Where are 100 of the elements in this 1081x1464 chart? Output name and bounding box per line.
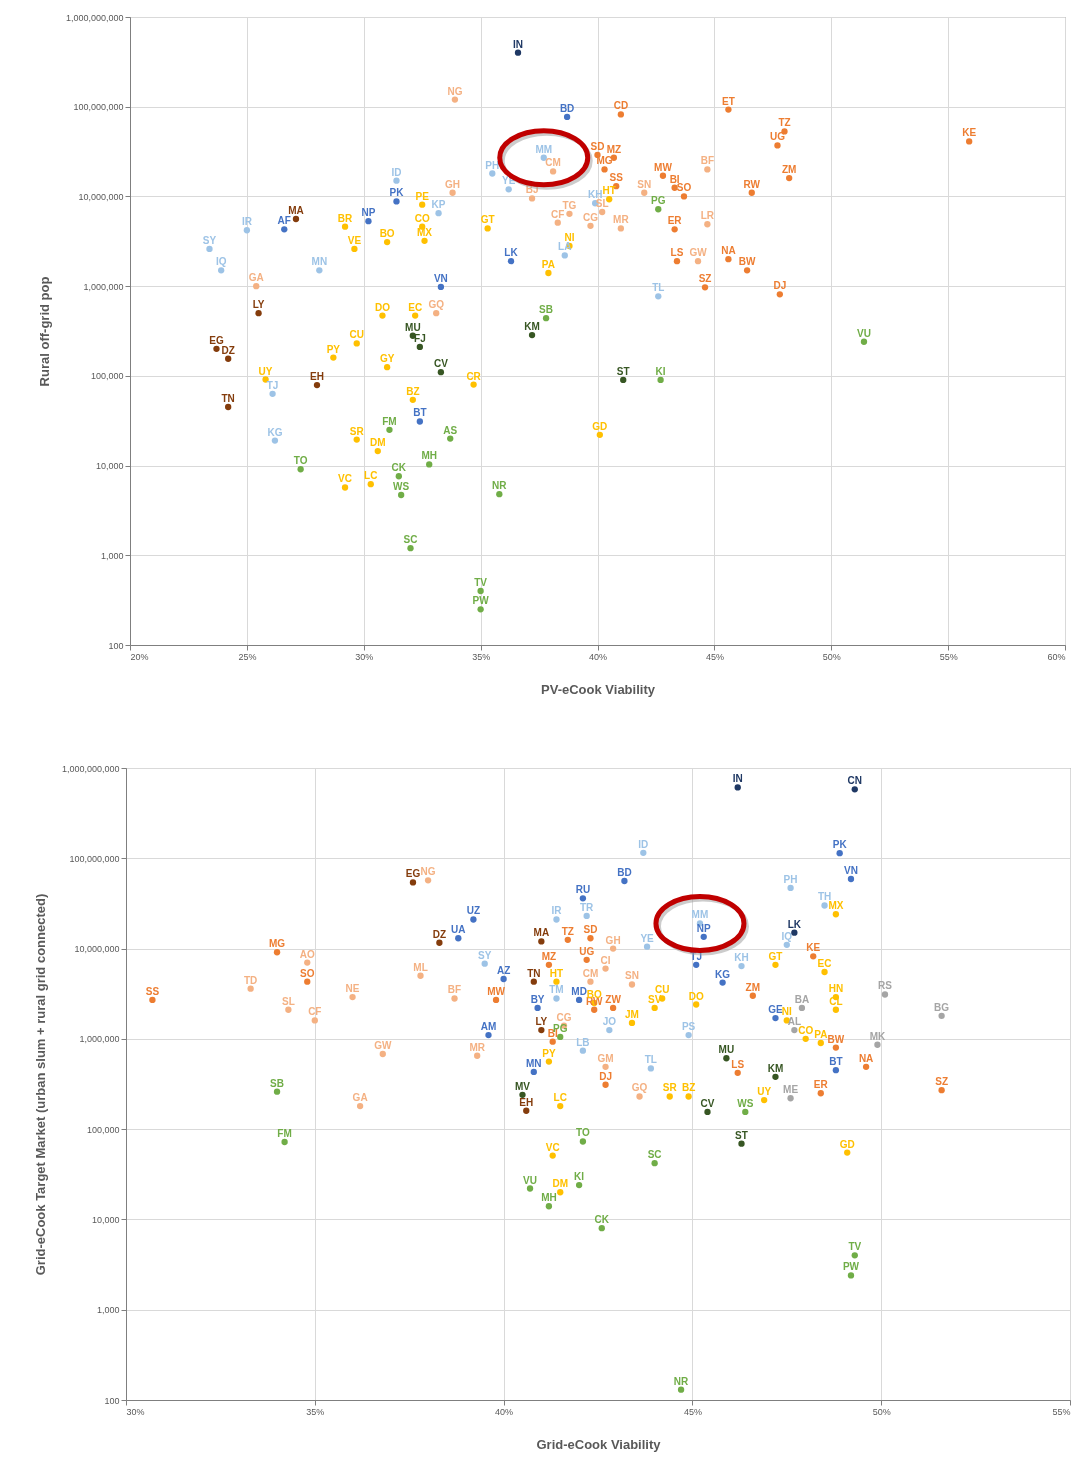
data-label: LC bbox=[364, 470, 378, 482]
data-label: CK bbox=[594, 1214, 610, 1226]
x-tick-label: 55% bbox=[939, 651, 958, 662]
data-label: GT bbox=[480, 214, 495, 226]
x-tick-label: 55% bbox=[1052, 1406, 1071, 1417]
x-tick-label: 45% bbox=[705, 651, 724, 662]
data-label: IQ bbox=[215, 256, 227, 268]
data-label: UY bbox=[258, 365, 273, 377]
data-label: ZM bbox=[781, 164, 797, 176]
data-label: PG bbox=[651, 195, 666, 207]
data-label: SR bbox=[349, 425, 365, 437]
x-tick-label: 20% bbox=[130, 651, 149, 662]
data-label: RW bbox=[743, 178, 761, 190]
data-label: CU bbox=[349, 329, 364, 341]
data-label: NR bbox=[673, 1375, 690, 1387]
y-tick-label: 100,000,000 bbox=[69, 853, 120, 864]
data-label: TN bbox=[527, 967, 541, 979]
data-label: BF bbox=[700, 155, 715, 167]
data-label: NI bbox=[781, 1006, 793, 1018]
data-label: UA bbox=[451, 924, 466, 936]
data-label: KH bbox=[587, 189, 603, 201]
y-tick-label: 1,000,000,000 bbox=[61, 763, 120, 774]
data-label: PS bbox=[681, 1021, 696, 1033]
data-label: CK bbox=[391, 462, 407, 474]
data-label: VN bbox=[433, 272, 448, 284]
x-tick-label: 40% bbox=[495, 1406, 514, 1417]
data-label: PA bbox=[541, 259, 555, 271]
data-label: RS bbox=[878, 980, 893, 992]
y-tick-label: 10,000 bbox=[91, 1214, 120, 1225]
data-label: TL bbox=[652, 282, 665, 294]
data-label: BI bbox=[669, 173, 680, 185]
data-label: BD bbox=[617, 867, 632, 879]
data-label: LY bbox=[535, 1016, 548, 1028]
data-label: SN bbox=[625, 970, 639, 982]
data-label: MM bbox=[691, 909, 709, 921]
data-label: CV bbox=[700, 1097, 715, 1109]
data-label: LS bbox=[731, 1058, 745, 1070]
data-label: LY bbox=[252, 299, 265, 311]
data-label: VE bbox=[347, 234, 362, 246]
data-label: NG bbox=[420, 866, 436, 878]
data-label: MR bbox=[469, 1041, 486, 1053]
data-label: MN bbox=[526, 1057, 542, 1069]
data-label: IR bbox=[551, 905, 563, 917]
data-label: NR bbox=[492, 480, 508, 492]
data-label: HT bbox=[549, 967, 564, 979]
y-axis-title: Grid-eCook Target Market (urban slum + rural grid connected) bbox=[32, 893, 48, 1276]
data-label: BY bbox=[530, 993, 545, 1005]
data-label: NP bbox=[696, 922, 711, 934]
data-label: PH bbox=[783, 873, 798, 885]
data-label: UZ bbox=[466, 905, 481, 917]
data-label: CG bbox=[582, 211, 599, 223]
data-label: CG bbox=[556, 1011, 572, 1023]
data-label: DM bbox=[552, 1178, 569, 1190]
data-label: BZ bbox=[406, 385, 420, 397]
data-label: IN bbox=[732, 773, 743, 785]
data-label: DO bbox=[688, 990, 704, 1002]
data-label: AZ bbox=[496, 965, 511, 977]
data-label: GQ bbox=[631, 1082, 648, 1094]
data-label: BD bbox=[559, 102, 575, 114]
data-label: ZW bbox=[605, 993, 622, 1005]
data-label: GY bbox=[379, 353, 395, 365]
data-label: SV bbox=[647, 993, 662, 1005]
data-label: TO bbox=[293, 455, 308, 467]
data-label: MN bbox=[311, 256, 328, 268]
data-label: VU bbox=[857, 327, 871, 339]
data-label: SD bbox=[590, 140, 605, 152]
data-label: YE bbox=[640, 932, 655, 944]
data-label: BF bbox=[447, 984, 462, 996]
data-label: BW bbox=[827, 1033, 845, 1045]
data-label: NA bbox=[858, 1052, 874, 1064]
data-label: BA bbox=[794, 993, 810, 1005]
data-label: TZ bbox=[778, 117, 791, 129]
data-label: RU bbox=[575, 884, 591, 896]
data-label: DM bbox=[369, 437, 386, 449]
y-tick-label: 100,000,000 bbox=[73, 102, 124, 113]
data-label: MX bbox=[828, 900, 844, 912]
data-label: GW bbox=[689, 247, 708, 259]
data-label: GA bbox=[248, 272, 264, 284]
data-label: GM bbox=[597, 1052, 614, 1064]
data-label: MA bbox=[288, 205, 304, 217]
data-label: KE bbox=[962, 127, 977, 139]
data-label: DO bbox=[374, 301, 391, 313]
data-label: GD bbox=[592, 420, 608, 432]
data-label: MZ bbox=[606, 143, 622, 155]
data-label: EH bbox=[519, 1096, 534, 1108]
data-label: MH bbox=[541, 1192, 557, 1204]
data-label: SD bbox=[583, 924, 598, 936]
data-label: AM bbox=[480, 1021, 497, 1033]
data-label: DZ bbox=[432, 928, 447, 940]
data-label: NP bbox=[361, 207, 376, 219]
data-label: LA bbox=[558, 241, 572, 253]
data-label: EG bbox=[405, 868, 421, 880]
data-label: EG bbox=[209, 334, 224, 346]
x-tick-label: 25% bbox=[238, 651, 257, 662]
data-label: CV bbox=[433, 358, 449, 370]
data-label: CO bbox=[414, 212, 430, 224]
x-axis-title: PV-eCook Viability bbox=[541, 681, 656, 697]
data-label: KM bbox=[767, 1062, 784, 1074]
data-label: KH bbox=[734, 952, 749, 964]
data-label: UG bbox=[769, 131, 786, 143]
